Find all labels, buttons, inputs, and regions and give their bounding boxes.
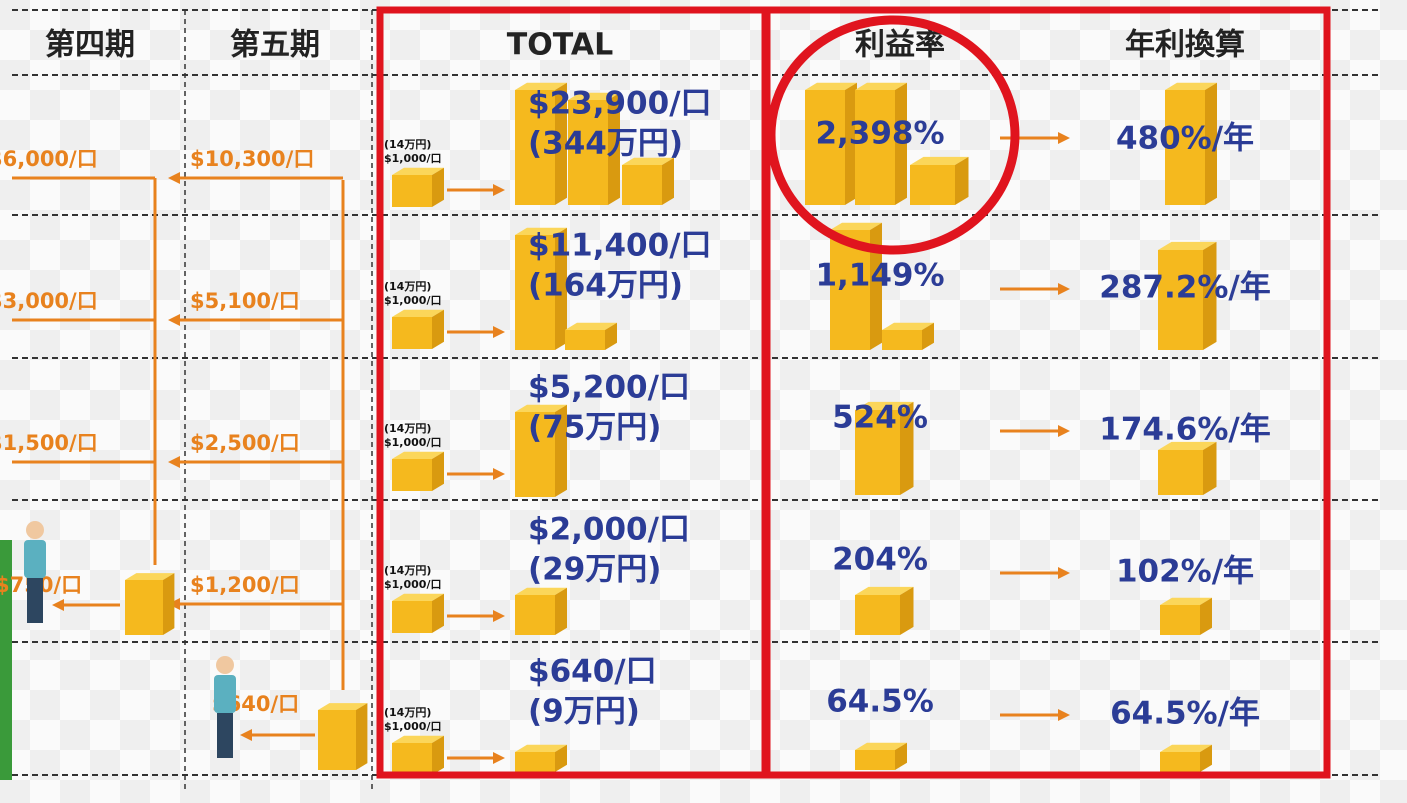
block-front (125, 580, 163, 635)
start-yen: (14万円) (384, 564, 431, 577)
block-front (1158, 450, 1203, 495)
start-yen: (14万円) (384, 422, 431, 435)
block-front (392, 459, 432, 491)
gold-block (622, 158, 674, 205)
start-unit: $1,000/口 (384, 294, 441, 307)
legs (27, 578, 43, 623)
block-front (515, 752, 555, 772)
column-header: 第四期 (45, 28, 135, 63)
total-amount: $2,000/口 (528, 512, 690, 548)
annual-rate: 174.6%/年 (1099, 412, 1270, 448)
block-front (622, 165, 662, 205)
block-front (855, 750, 895, 770)
head (26, 521, 44, 539)
gold-block (392, 594, 444, 633)
block-front (855, 595, 900, 635)
block-side (356, 703, 367, 770)
period4-amount: $1,500/口 (0, 431, 98, 455)
block-front (515, 595, 555, 635)
period5-amount: $5,100/口 (190, 289, 300, 313)
total-amount: $11,400/口 (528, 228, 712, 264)
body (214, 675, 236, 713)
column-header: 年利換算 (1125, 28, 1245, 63)
block-front (565, 330, 605, 350)
gold-block (392, 452, 444, 491)
gold-block (1160, 745, 1212, 772)
column-header: 利益率 (855, 28, 945, 63)
block-front (318, 710, 356, 770)
profit-rate: 524% (832, 400, 928, 436)
start-unit: $1,000/口 (384, 578, 441, 591)
start-unit: $1,000/口 (384, 720, 441, 733)
profit-rate: 204% (832, 542, 928, 578)
block-front (1160, 752, 1200, 772)
gold-block (392, 310, 444, 349)
period5-amount: $1,200/口 (190, 573, 300, 597)
block-front (392, 175, 432, 207)
block-front (392, 317, 432, 349)
block-side (1203, 442, 1217, 495)
total-yen: (29万円) (528, 552, 661, 588)
total-yen: (344万円) (528, 126, 683, 162)
block-side (555, 588, 567, 635)
period4-amount: $3,000/口 (0, 289, 98, 313)
infographic: 第四期 第五期 TOTAL 利益率 年利換算 $6,000/口 $10,300/口 (14万円… (0, 0, 1407, 803)
total-yen: (75万円) (528, 410, 661, 446)
annual-rate: 102%/年 (1116, 554, 1254, 590)
gold-block (392, 168, 444, 207)
total-yen: (9万円) (528, 694, 640, 730)
gold-block (855, 743, 907, 770)
block-front (910, 165, 955, 205)
profit-rate: 2,398% (815, 116, 944, 152)
gold-block (515, 745, 567, 772)
legs (217, 713, 233, 758)
block-front (1160, 605, 1200, 635)
block-front (882, 330, 922, 350)
body (24, 540, 46, 578)
gold-block (515, 588, 567, 635)
period4-amount: $6,000/口 (0, 147, 98, 171)
total-yen: (164万円) (528, 268, 683, 304)
annual-rate: 480%/年 (1116, 121, 1254, 157)
period5-amount: $10,300/口 (190, 147, 314, 171)
start-yen: (14万円) (384, 280, 431, 293)
annual-rate: 287.2%/年 (1099, 270, 1270, 306)
total-amount: $5,200/口 (528, 370, 690, 406)
start-yen: (14万円) (384, 706, 431, 719)
column-header: TOTAL (507, 28, 613, 63)
block-front (392, 601, 432, 633)
total-amount: $640/口 (528, 654, 657, 690)
column-header: 第五期 (230, 28, 320, 63)
gold-block (1160, 598, 1212, 635)
gold-block (125, 573, 174, 635)
gold-block (565, 323, 617, 350)
start-unit: $1,000/口 (384, 152, 441, 165)
profit-rate: 64.5% (826, 684, 934, 720)
gold-block (392, 736, 444, 775)
total-amount: $23,900/口 (528, 86, 712, 122)
start-yen: (14万円) (384, 138, 431, 151)
block-side (662, 158, 674, 205)
head (216, 656, 234, 674)
block-front (392, 743, 432, 775)
block-side (163, 573, 174, 635)
period5-amount: $2,500/口 (190, 431, 300, 455)
gold-block (882, 323, 934, 350)
gold-block (1158, 442, 1217, 495)
block-side (955, 157, 969, 205)
block-side (900, 587, 914, 635)
gold-block (855, 587, 914, 635)
start-unit: $1,000/口 (384, 436, 441, 449)
profit-rate: 1,149% (815, 258, 944, 294)
gold-block (318, 703, 367, 770)
gold-block (910, 157, 969, 205)
annual-rate: 64.5%/年 (1110, 696, 1260, 732)
